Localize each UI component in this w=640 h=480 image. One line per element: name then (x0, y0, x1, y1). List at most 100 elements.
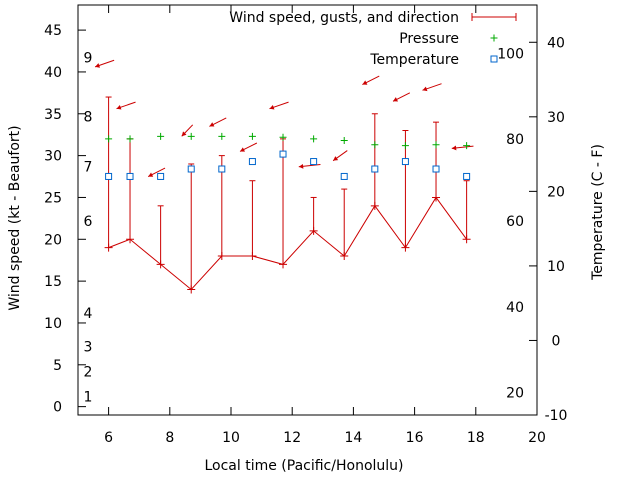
wind-direction-head (362, 80, 368, 85)
y-tick-label: 25 (44, 190, 62, 206)
y2-tick-label: -10 (545, 408, 568, 424)
x-tick-label: 20 (528, 430, 546, 446)
beaufort-label: 9 (84, 51, 93, 67)
marks-group (94, 59, 474, 294)
temperature-point (310, 158, 318, 166)
y-tick-label: 30 (44, 149, 62, 165)
legend-group: Wind speed, gusts, and direction Pressure… (229, 10, 517, 68)
y2-tick-label: 0 (552, 333, 561, 349)
wind-speed-point (156, 260, 165, 269)
wind-direction-arrow (239, 142, 258, 152)
y2-axis-label: Temperature (C - F) (590, 144, 606, 281)
wind-speed-point (432, 193, 441, 202)
pressure-point (371, 141, 379, 149)
pressure-point (126, 135, 134, 143)
legend-temperature-sample (490, 55, 498, 63)
y-tick-label: 45 (44, 23, 62, 39)
pressure-point (218, 132, 226, 140)
wind-speed-point (279, 260, 288, 269)
pressure-point (340, 137, 348, 145)
axes-group: 6 8 10 12 14 16 18 20051015202530354045-1001020… (44, 4, 568, 446)
beaufort-label: 7 (84, 159, 93, 175)
wind-direction-arrow (451, 145, 474, 151)
beaufort-label: 6 (84, 214, 93, 230)
pressure-point (401, 142, 409, 150)
temperature-point (248, 158, 256, 166)
pressure-point (310, 135, 318, 143)
beaufort-label: 2 (84, 364, 93, 380)
wind-speed-point (248, 252, 257, 261)
y-tick-label: 10 (44, 316, 62, 332)
pressure-point (187, 132, 195, 140)
wind-speed-point (187, 285, 196, 294)
wind-direction-head (422, 86, 428, 92)
wind-direction-arrow (269, 101, 289, 110)
wind-direction-head (333, 156, 339, 161)
wind-speed-point (217, 252, 226, 261)
beaufort-label: 3 (84, 339, 93, 355)
y2-tick-label: 20 (547, 184, 565, 200)
legend-label: Pressure (399, 31, 459, 47)
pressure-point (463, 142, 471, 150)
wind-speed-point (340, 252, 349, 261)
fahrenheit-label: 60 (506, 214, 524, 230)
wind-speed-point (126, 235, 135, 244)
x-tick-label: 8 (165, 430, 174, 446)
pressure-point (105, 135, 113, 143)
pressure-point (248, 132, 256, 140)
beaufort-label: 1 (84, 390, 93, 406)
y-axis-label: Wind speed (kt - Beaufort) (7, 125, 23, 310)
wind-direction-arrow (116, 101, 136, 110)
fahrenheit-label: 100 (497, 46, 524, 62)
temperature-point (218, 165, 226, 173)
x-tick-label: 12 (283, 430, 301, 446)
temperature-point (105, 172, 113, 180)
wind-direction-head (181, 131, 187, 137)
wind-direction-head (239, 147, 245, 152)
legend-pressure-sample (490, 34, 498, 42)
x-tick-label: 16 (406, 430, 424, 446)
y2-tick-label: 10 (547, 259, 565, 275)
wind-direction-head (116, 105, 122, 110)
legend-label: Temperature (369, 52, 459, 68)
beaufort-label: 4 (84, 306, 93, 322)
wind-direction-arrow (422, 83, 442, 92)
wind-direction-head (95, 63, 101, 68)
y-tick-label: 40 (44, 65, 62, 81)
plot-frame (77, 4, 538, 416)
wind-direction-head (269, 105, 275, 110)
y-tick-label: 20 (44, 232, 62, 248)
y2-tick-label: 40 (547, 35, 565, 51)
temperature-point (463, 172, 471, 180)
pressure-point (432, 141, 440, 149)
beaufort-label: 8 (84, 109, 93, 125)
temperature-point (432, 165, 440, 173)
pressure-point (279, 133, 287, 141)
fahrenheit-label: 40 (506, 300, 524, 316)
pressure-point (157, 132, 165, 140)
wind-direction-head (298, 163, 304, 169)
wind-direction-arrow (332, 150, 348, 162)
x-tick-label: 6 (104, 430, 113, 446)
x-axis-label: Local time (Pacific/Honolulu) (204, 458, 403, 474)
fahrenheit-label: 20 (506, 386, 524, 402)
y-tick-label: 35 (44, 107, 62, 123)
wind-direction-head (392, 97, 398, 102)
temperature-point (187, 165, 195, 173)
wind-direction-arrow (147, 167, 166, 178)
legend-label: Wind speed, gusts, and direction (229, 10, 459, 26)
wind-direction-arrow (392, 92, 411, 102)
wind-direction-head (451, 145, 457, 151)
temperature-point (279, 150, 287, 158)
wind-direction-arrow (362, 75, 380, 85)
wind-speed-point (309, 226, 318, 235)
fahrenheit-label: 80 (506, 132, 524, 148)
wind-direction-arrow (94, 59, 115, 68)
wind-direction-head (148, 172, 154, 177)
x-tick-label: 10 (222, 430, 240, 446)
wind-speed-point (104, 243, 113, 252)
wind-direction-arrow (181, 124, 194, 137)
temperature-point (401, 158, 409, 166)
y-tick-label: 0 (53, 400, 62, 416)
wind-direction-arrow (209, 117, 227, 127)
